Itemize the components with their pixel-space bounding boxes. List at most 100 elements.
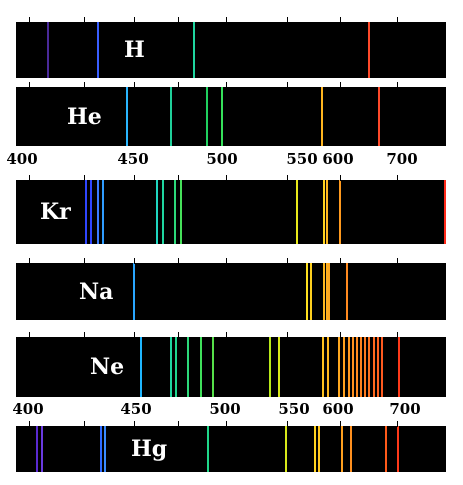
spectrum-strip-he: He: [16, 87, 446, 146]
emission-line: [200, 337, 202, 397]
emission-line: [206, 87, 208, 146]
emission-line: [327, 337, 329, 397]
emission-line: [339, 180, 341, 244]
emission-line: [47, 22, 49, 78]
tick-mark: [226, 332, 227, 338]
tick-mark: [340, 17, 341, 23]
element-label: Hg: [131, 436, 168, 462]
emission-line: [278, 337, 280, 397]
tick-mark: [178, 17, 179, 23]
emission-line: [346, 263, 348, 320]
emission-line: [326, 180, 328, 244]
emission-line: [175, 337, 177, 397]
emission-line: [102, 180, 104, 244]
wavelength-scale: 400 450 500 550 600 700: [0, 400, 463, 422]
wavelength-tick-label: 500: [209, 400, 241, 418]
tick-mark: [226, 421, 227, 427]
tick-mark: [226, 82, 227, 88]
tick-mark: [287, 332, 288, 338]
emission-line: [373, 337, 375, 397]
emission-line: [36, 426, 38, 472]
emission-line: [338, 337, 340, 397]
emission-line: [321, 87, 323, 146]
tick-mark: [226, 17, 227, 23]
emission-line: [385, 426, 387, 472]
tick-mark: [29, 175, 30, 181]
tick-mark: [397, 421, 398, 427]
emission-line: [350, 426, 352, 472]
emission-line: [162, 180, 164, 244]
tick-mark: [178, 258, 179, 264]
emission-line: [269, 337, 271, 397]
emission-line: [90, 180, 92, 244]
emission-line: [314, 426, 316, 472]
spectrum-strip-hg: Hg: [16, 426, 446, 472]
emission-line: [343, 337, 345, 397]
emission-line: [368, 22, 370, 78]
tick-mark: [287, 17, 288, 23]
tick-mark: [287, 82, 288, 88]
tick-mark: [29, 82, 30, 88]
tick-mark: [134, 175, 135, 181]
wavelength-tick-label: 700: [389, 400, 421, 418]
emission-line: [180, 180, 182, 244]
emission-line: [377, 337, 379, 397]
emission-line: [156, 180, 158, 244]
emission-line: [398, 337, 400, 397]
tick-mark: [134, 421, 135, 427]
emission-line: [368, 337, 370, 397]
tick-mark: [84, 175, 85, 181]
element-label: Na: [79, 279, 114, 305]
emission-line: [207, 426, 209, 472]
emission-line: [187, 337, 189, 397]
tick-mark: [226, 258, 227, 264]
element-label: He: [67, 104, 102, 130]
emission-line: [170, 337, 172, 397]
wavelength-tick-label: 600: [322, 400, 354, 418]
emission-line: [140, 337, 142, 397]
tick-mark: [287, 258, 288, 264]
emission-line: [341, 426, 343, 472]
element-label: Kr: [40, 199, 71, 225]
wavelength-tick-label: 400: [6, 150, 38, 168]
emission-line: [296, 180, 298, 244]
tick-mark: [178, 82, 179, 88]
tick-mark: [397, 175, 398, 181]
element-label: H: [124, 37, 145, 63]
tick-mark: [84, 421, 85, 427]
emission-line: [310, 263, 312, 320]
emission-line: [174, 180, 176, 244]
tick-mark: [397, 258, 398, 264]
wavelength-scale: 400 450 500 550 600 700: [0, 150, 463, 172]
emission-line: [326, 263, 328, 320]
tick-mark: [29, 258, 30, 264]
tick-mark: [397, 332, 398, 338]
emission-line: [306, 263, 308, 320]
tick-mark: [340, 332, 341, 338]
emission-line: [212, 337, 214, 397]
tick-mark: [340, 82, 341, 88]
wavelength-tick-label: 600: [322, 150, 354, 168]
tick-mark: [134, 17, 135, 23]
tick-mark: [84, 332, 85, 338]
emission-line: [104, 426, 106, 472]
emission-line: [323, 263, 325, 320]
wavelength-tick-label: 700: [386, 150, 418, 168]
wavelength-tick-label: 550: [286, 150, 318, 168]
spectrum-strip-ne: Ne: [16, 337, 446, 397]
tick-mark: [84, 82, 85, 88]
emission-line: [97, 22, 99, 78]
spectrum-strip-h: H: [16, 22, 446, 78]
emission-line: [352, 337, 354, 397]
tick-mark: [340, 175, 341, 181]
emission-line: [41, 426, 43, 472]
emission-line: [318, 426, 320, 472]
tick-mark: [340, 258, 341, 264]
spectrum-strip-kr: Kr: [16, 180, 446, 244]
tick-mark: [397, 82, 398, 88]
tick-mark: [340, 421, 341, 427]
element-label: Ne: [90, 354, 125, 380]
emission-line: [285, 426, 287, 472]
wavelength-tick-label: 400: [12, 400, 44, 418]
emission-line: [97, 180, 99, 244]
